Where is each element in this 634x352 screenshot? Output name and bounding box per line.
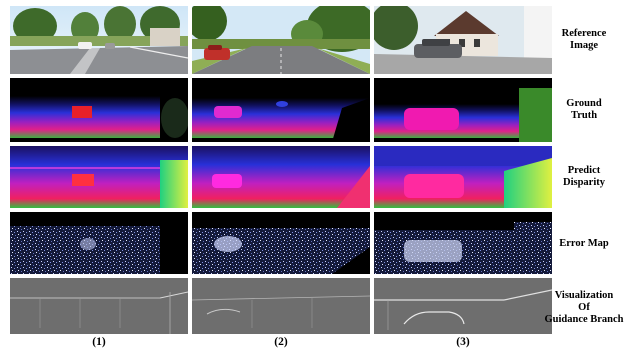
row-label-guidance-branch: Visualization Of Guidance Branch: [534, 290, 634, 326]
error-map-1: [10, 212, 188, 274]
row-label-text: Predict Disparity: [563, 165, 605, 188]
row-label-reference-image: Reference Image: [534, 28, 634, 52]
ground-truth-1: [10, 78, 188, 142]
reference-image-1: [10, 6, 188, 74]
guidance-visualization-3: [374, 278, 552, 334]
guidance-visualization-1: [10, 278, 188, 334]
row-label-text: Error Map: [559, 238, 609, 249]
guidance-visualization-2: [192, 278, 370, 334]
column-label-3: (3): [456, 336, 470, 348]
error-map-3: [374, 212, 552, 274]
row-label-error-map: Error Map: [534, 238, 634, 250]
predict-disparity-3: [374, 146, 552, 208]
row-label-predict-disparity: Predict Disparity: [534, 165, 634, 189]
column-label-1: (1): [92, 336, 106, 348]
predict-disparity-1: [10, 146, 188, 208]
ground-truth-3: [374, 78, 552, 142]
row-label-text: Reference Image: [561, 28, 607, 51]
reference-image-3: [374, 6, 552, 74]
row-label-text: Ground Truth: [566, 98, 602, 121]
column-label-2: (2): [274, 336, 288, 348]
reference-image-2: [192, 6, 370, 74]
row-label-text: Visualization Of Guidance Branch: [544, 290, 624, 325]
error-map-2: [192, 212, 370, 274]
row-label-ground-truth: Ground Truth: [534, 98, 634, 122]
predict-disparity-2: [192, 146, 370, 208]
ground-truth-2: [192, 78, 370, 142]
